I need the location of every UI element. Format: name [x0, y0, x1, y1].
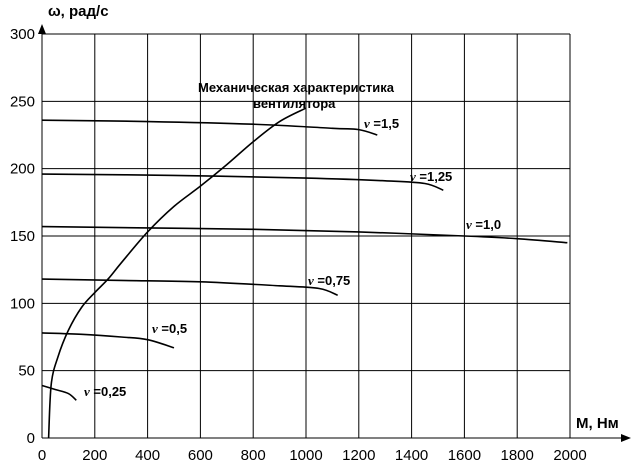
series-label-1-25: ν =1,25 — [410, 169, 452, 184]
x-axis-arrow — [621, 434, 631, 442]
series-line — [41, 278, 338, 297]
x-tick-label: 800 — [241, 447, 266, 464]
y-tick-label: 50 — [18, 363, 35, 380]
series-line — [41, 173, 444, 191]
series-line — [41, 225, 568, 244]
series-line — [47, 107, 307, 439]
series-label-0-25: ν =0,25 — [84, 384, 126, 399]
x-tick-label: 1800 — [501, 447, 534, 464]
x-tick-label: 1400 — [395, 447, 428, 464]
series-line — [41, 332, 175, 349]
annotation-line-1: Механическая характеристика — [198, 80, 395, 95]
y-tick-label: 100 — [10, 295, 35, 312]
x-tick-label: 1000 — [289, 447, 322, 464]
series-label-1-5: ν =1,5 — [364, 116, 399, 131]
y-tick-label: 250 — [10, 93, 35, 110]
x-tick-label: 200 — [82, 447, 107, 464]
x-tick-label: 600 — [188, 447, 213, 464]
y-axis-title: ω, рад/с — [48, 3, 109, 20]
y-tick-label: 300 — [10, 26, 35, 43]
series-label-0-5: ν =0,5 — [152, 321, 187, 336]
series-label-1-0: ν =1,0 — [466, 217, 501, 232]
grid — [38, 24, 631, 442]
curves — [41, 107, 568, 439]
y-tick-label: 200 — [10, 161, 35, 178]
x-tick-label: 1600 — [448, 447, 481, 464]
y-tick-label: 150 — [10, 228, 35, 245]
tick-labels: 0 200 400 600 800 1000 1200 1400 1600 1800 2000 0 50… — [10, 26, 587, 464]
series-line — [41, 119, 378, 136]
series-label-0-75: ν =0,75 — [308, 273, 350, 288]
x-tick-label: 1200 — [342, 447, 375, 464]
x-axis-title: М, Нм — [576, 415, 619, 432]
series-line — [41, 384, 77, 401]
x-tick-label: 0 — [38, 447, 46, 464]
annotation-line-2: вентилятора — [253, 96, 336, 111]
x-tick-label: 2000 — [553, 447, 586, 464]
y-tick-label: 0 — [27, 430, 35, 447]
x-tick-label: 400 — [135, 447, 160, 464]
